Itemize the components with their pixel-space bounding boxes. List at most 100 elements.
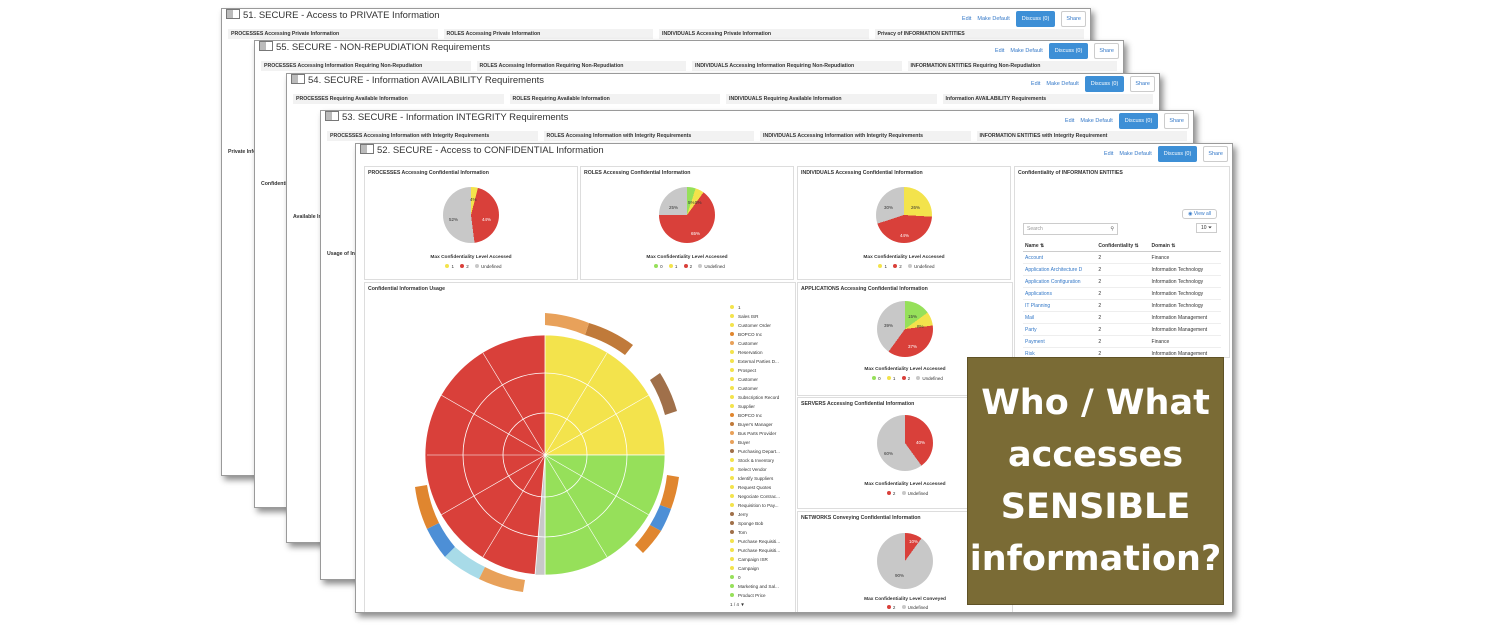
entity-name-link[interactable]: Payment [1023, 335, 1097, 348]
discuss-button[interactable]: Discuss (0) [1048, 43, 1089, 59]
view-all-button[interactable]: ◉ View all [1182, 209, 1217, 219]
edit-button[interactable]: Edit [1103, 151, 1114, 157]
edit-button[interactable]: Edit [961, 16, 972, 22]
legend-dot [730, 458, 734, 462]
make-default-button[interactable]: Make Default [1119, 151, 1152, 157]
edit-button[interactable]: Edit [994, 48, 1005, 54]
legend-item[interactable]: Product Price [730, 591, 780, 600]
dashboard-icon [259, 41, 273, 51]
panel-title: Usage of In [327, 251, 355, 257]
legend-item[interactable]: Customer [730, 375, 780, 384]
table-row[interactable]: Risk 2 Information Management [1023, 347, 1221, 360]
column-header[interactable]: Confidentiality ⇅ [1096, 241, 1150, 252]
legend-item[interactable]: Negociate Contrac... [730, 492, 780, 501]
confidentiality-cell: 2 [1096, 251, 1150, 264]
table-row[interactable]: Application Configuration 2 Information Te… [1023, 275, 1221, 288]
legend-item[interactable]: Request Quotes [730, 483, 780, 492]
make-default-button[interactable]: Make Default [1046, 81, 1079, 87]
legend-item[interactable]: Subscription Record [730, 393, 780, 402]
page-size-select[interactable]: 10 ⏷ [1196, 223, 1217, 233]
entity-name-link[interactable]: Mail [1023, 311, 1097, 324]
share-button[interactable]: Share [1094, 43, 1119, 59]
legend-item[interactable]: Marketing and Sal... [730, 582, 780, 591]
legend-item[interactable]: 0 [730, 573, 780, 582]
legend-item[interactable]: Purchase Requisiti... [730, 537, 780, 546]
legend-item[interactable]: Stock & Inventory [730, 456, 780, 465]
legend-pager[interactable]: 1 / 4 ▼ [730, 600, 780, 609]
legend-item[interactable]: BOPCO Inc [730, 411, 780, 420]
panel-title: Privacy of INFORMATION ENTITIES [874, 29, 1084, 39]
legend-item[interactable]: Reservation [730, 348, 780, 357]
legend-item[interactable]: Tom [730, 528, 780, 537]
table-row[interactable]: Account 2 Finance [1023, 251, 1221, 264]
legend-label: Undefined [907, 605, 929, 610]
confidentiality-cell: 2 [1096, 311, 1150, 324]
legend-item[interactable]: Jerry [730, 510, 780, 519]
legend-item[interactable]: Prospect [730, 366, 780, 375]
legend-label: 2 [907, 376, 911, 381]
table-row[interactable]: Mail 2 Information Management [1023, 311, 1221, 324]
legend-item[interactable]: Supplier [730, 402, 780, 411]
entity-name-link[interactable]: Applications [1023, 287, 1097, 300]
legend-label: Negociate Contrac... [738, 494, 780, 499]
entity-name-link[interactable]: Application Configuration [1023, 275, 1097, 288]
legend-item[interactable]: Buyer's Manager [730, 420, 780, 429]
table-row[interactable]: Applications 2 Information Technology [1023, 287, 1221, 300]
sort-icon: ⇅ [1134, 243, 1139, 249]
legend-item[interactable]: Purchasing Depart... [730, 447, 780, 456]
legend-item[interactable]: External Parties D... [730, 357, 780, 366]
legend-label: 2 [466, 264, 469, 269]
search-input[interactable]: Search ⚲ [1023, 223, 1118, 235]
legend-label: Sales ISR [738, 314, 759, 319]
make-default-button[interactable]: Make Default [977, 16, 1010, 22]
discuss-button[interactable]: Discuss (0) [1084, 76, 1125, 92]
discuss-button[interactable]: Discuss (0) [1015, 11, 1056, 27]
make-default-button[interactable]: Make Default [1080, 118, 1113, 124]
edit-button[interactable]: Edit [1030, 81, 1041, 87]
share-button[interactable]: Share [1061, 11, 1086, 27]
discuss-button[interactable]: Discuss (0) [1157, 146, 1198, 162]
legend-item[interactable]: Purchase Requisiti... [730, 546, 780, 555]
column-header[interactable]: Name ⇅ [1023, 241, 1097, 252]
share-button[interactable]: Share [1130, 76, 1155, 92]
legend-label: Supplier [738, 404, 755, 409]
share-button[interactable]: Share [1164, 113, 1189, 129]
panel-title: ROLES Requiring Available Information [509, 94, 720, 104]
make-default-button[interactable]: Make Default [1010, 48, 1043, 54]
legend-item[interactable]: Customer [730, 339, 780, 348]
legend-item[interactable]: Identify Suppliers [730, 474, 780, 483]
legend-item[interactable]: Customer Order [730, 321, 780, 330]
legend-item[interactable]: Buyer [730, 438, 780, 447]
table-row[interactable]: Payment 2 Finance [1023, 335, 1221, 348]
legend-label: Tom [738, 530, 747, 535]
entity-name-link[interactable]: IT Planning [1023, 299, 1097, 312]
table-row[interactable]: IT Planning 2 Information Technology [1023, 299, 1221, 312]
pie-chart [877, 415, 933, 471]
search-icon: ⚲ [1110, 226, 1114, 232]
legend-item[interactable]: Campaign ISR [730, 555, 780, 564]
legend-item[interactable]: Bus Parts Provider [730, 429, 780, 438]
legend-item[interactable]: Requisition to Pay... [730, 501, 780, 510]
legend-item[interactable]: Sales ISR [730, 312, 780, 321]
edit-button[interactable]: Edit [1064, 118, 1075, 124]
legend-label: 2 [892, 491, 896, 496]
legend-dot [730, 395, 734, 399]
legend-item[interactable]: Campaign [730, 564, 780, 573]
slice-label: 44% [900, 233, 910, 238]
entity-name-link[interactable]: Account [1023, 251, 1097, 264]
legend-item[interactable]: Select Vendor [730, 465, 780, 474]
discuss-button[interactable]: Discuss (0) [1118, 113, 1159, 129]
legend-label: 1 [674, 264, 678, 269]
entity-name-link[interactable]: Party [1023, 323, 1097, 336]
entity-name-link[interactable]: Application Architecture D [1023, 263, 1097, 276]
legend-dot [893, 264, 898, 268]
column-header[interactable]: Domain ⇅ [1149, 241, 1221, 252]
legend-item[interactable]: Customer [730, 384, 780, 393]
card-title: 51. SECURE - Access to PRIVATE Informati… [243, 10, 440, 21]
legend-item[interactable]: Sponge Bob [730, 519, 780, 528]
share-button[interactable]: Share [1203, 146, 1228, 162]
legend-item[interactable]: BOPCO Inc [730, 330, 780, 339]
legend-item[interactable]: 1 [730, 303, 780, 312]
table-row[interactable]: Party 2 Information Management [1023, 323, 1221, 336]
table-row[interactable]: Application Architecture D 2 Information T… [1023, 263, 1221, 276]
